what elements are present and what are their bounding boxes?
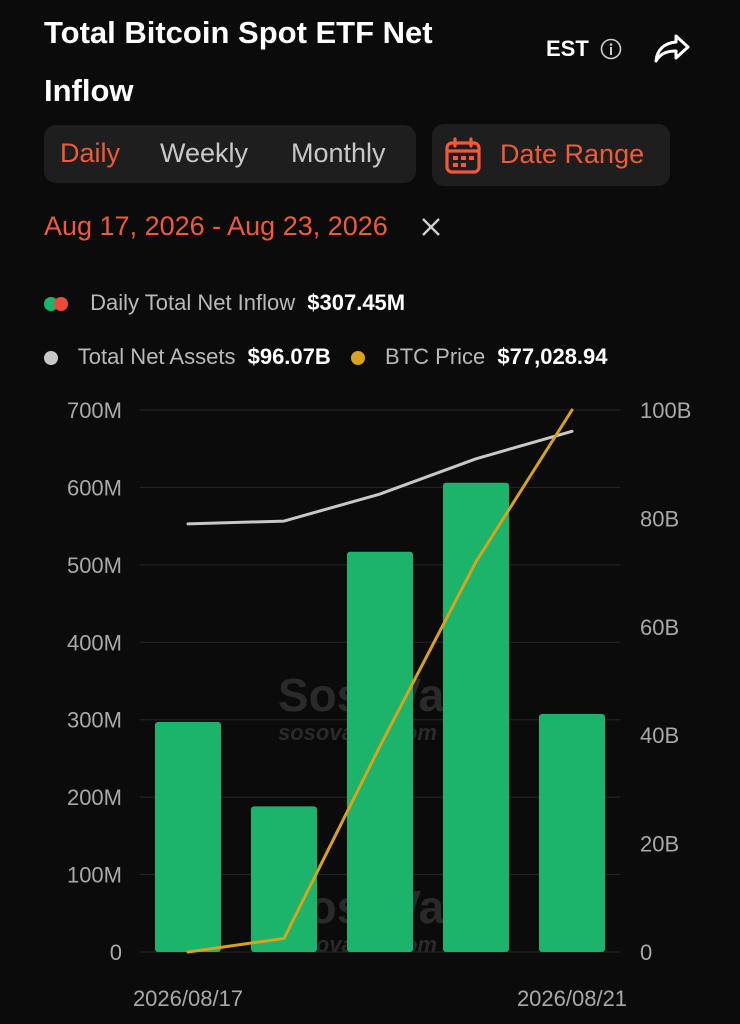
date-range-label: Date Range [500, 139, 645, 169]
price-legend-dot [350, 351, 365, 366]
y-left-tick-label: 0 [110, 940, 122, 965]
legend-price-value: $77,028.94 [497, 344, 608, 369]
bar [347, 551, 413, 952]
y-left-tick-label: 100M [67, 863, 122, 888]
bar [443, 482, 509, 952]
y-left-tick-label: 700M [67, 398, 122, 423]
share-icon[interactable] [652, 30, 692, 66]
timezone-label[interactable]: EST [546, 36, 589, 61]
y-right-tick-label: 0 [640, 940, 652, 965]
close-icon[interactable] [420, 216, 442, 238]
bar [155, 722, 221, 952]
period-selector: Daily Weekly Monthly [44, 125, 416, 183]
assets-legend-dot [44, 351, 58, 366]
y-right-tick-label: 100B [640, 398, 691, 423]
price-line [186, 408, 574, 954]
legend-assets-value: $96.07B [247, 344, 331, 369]
legend-price-label[interactable]: BTC Price [385, 344, 486, 369]
legend-inflow[interactable]: Daily Total Net Inflow $307.45M [44, 290, 405, 316]
y-left-tick-label: 500M [67, 553, 122, 578]
calendar-icon [445, 137, 481, 174]
legend-assets-price: Total Net Assets $96.07B BTC Price $77,0… [44, 344, 608, 370]
y-right-tick-label: 80B [640, 506, 679, 531]
x-tick-label: 2026/08/21 [517, 986, 627, 1011]
legend-inflow-value: $307.45M [307, 290, 406, 315]
y-left-tick-label: 200M [67, 785, 122, 810]
bar [539, 713, 605, 952]
legend-assets-label[interactable]: Total Net Assets [77, 344, 236, 369]
y-left-tick-label: 600M [67, 475, 122, 500]
page-title: Total Bitcoin Spot ETF Net Inflow [44, 15, 433, 108]
x-tick-label: 2026/08/17 [133, 986, 243, 1011]
y-right-tick-label: 20B [640, 832, 679, 857]
date-range-button[interactable]: Date Range [432, 124, 670, 186]
inflow-legend-icon [44, 296, 74, 312]
info-icon[interactable] [600, 38, 622, 60]
y-right-tick-label: 60B [640, 615, 679, 640]
assets-line [186, 429, 574, 526]
tab-daily[interactable]: Daily [60, 138, 121, 168]
legend-inflow-label: Daily Total Net Inflow [90, 290, 296, 315]
selected-date-range: Aug 17, 2026 - Aug 23, 2026 [44, 211, 388, 241]
tab-weekly[interactable]: Weekly [160, 138, 249, 168]
y-right-tick-label: 40B [640, 723, 679, 748]
inflow-chart: 0 100M 200M 300M 400M 500M 600M 700M 0 20B 40B 60B 8… [67, 398, 691, 1011]
bar [251, 806, 317, 952]
tab-monthly[interactable]: Monthly [291, 138, 386, 168]
y-left-tick-label: 300M [67, 708, 122, 733]
y-left-tick-label: 400M [67, 630, 122, 655]
